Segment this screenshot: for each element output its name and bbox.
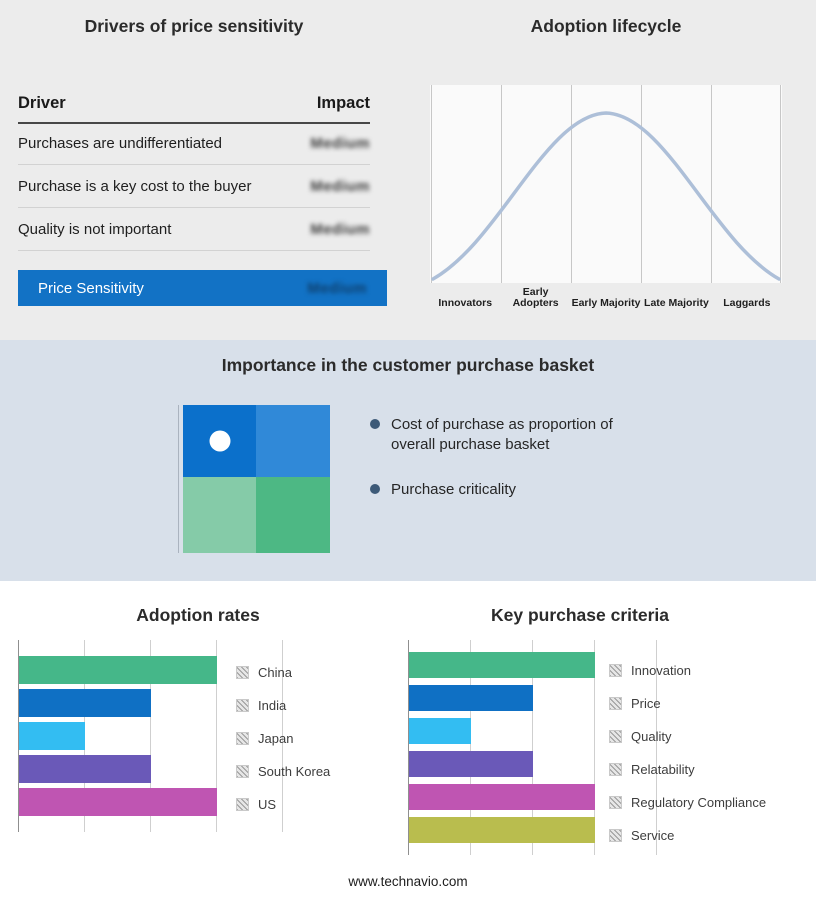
legend-swatch-icon	[609, 663, 622, 677]
stage-label-early-majority: Early Majority	[571, 297, 641, 310]
legend-label: China	[258, 664, 292, 680]
legend-item: Innovation	[609, 660, 766, 680]
bar-south-korea	[19, 755, 151, 783]
stage-label-laggards: Laggards	[723, 297, 771, 310]
legend-item: Quality	[609, 726, 766, 746]
adoption-rates-legend: China India Japan South Korea US	[236, 662, 330, 827]
column-impact: Impact	[316, 94, 370, 112]
matrix-quadrant-bottom-right	[256, 477, 330, 553]
table-row: Purchase is a key cost to the buyer Medi…	[18, 165, 370, 208]
basket-title: Importance in the customer purchase bask…	[221, 355, 595, 375]
bar-india	[19, 689, 151, 717]
bar-us	[19, 788, 217, 816]
legend-item: Service	[609, 825, 766, 845]
lifecycle-title: Adoption lifecycle	[530, 16, 682, 36]
bar-relatability	[409, 751, 533, 777]
legend-swatch-icon	[609, 795, 622, 809]
legend-label: US	[258, 796, 277, 812]
purchase-importance-matrix	[183, 405, 330, 553]
legend-label: Quality	[631, 728, 672, 744]
driver-label: Purchase is a key cost to the buyer	[18, 177, 252, 195]
legend-item: South Korea	[236, 761, 330, 781]
bullet-text: Purchase criticality	[391, 481, 517, 498]
impact-value-blurred: Medium	[310, 134, 370, 152]
legend-swatch-icon	[236, 797, 249, 811]
driver-label: Quality is not important	[18, 220, 172, 238]
bullet-item: Purchase criticality	[370, 480, 643, 500]
legend-label: India	[258, 697, 287, 713]
matrix-quadrant-top-right	[256, 405, 330, 477]
legend-label: South Korea	[258, 763, 331, 779]
legend-swatch-icon	[236, 731, 249, 745]
legend-swatch-icon	[609, 762, 622, 776]
legend-item: Price	[609, 693, 766, 713]
legend-item: China	[236, 662, 330, 682]
legend-swatch-icon	[609, 828, 622, 842]
summary-impact-blurred: Medium	[307, 279, 367, 297]
drivers-table-header: Driver Impact	[18, 94, 370, 124]
legend-label: Japan	[258, 730, 294, 746]
legend-swatch-icon	[236, 665, 249, 679]
legend-item: Relatability	[609, 759, 766, 779]
legend-swatch-icon	[236, 698, 249, 712]
column-driver: Driver	[18, 94, 66, 112]
key-purchase-criteria-title: Key purchase criteria	[490, 605, 669, 625]
matrix-quadrant-top-left	[183, 405, 256, 477]
basket-section: Importance in the customer purchase bask…	[0, 340, 816, 581]
legend-swatch-icon	[236, 764, 249, 778]
position-marker-dot	[209, 430, 230, 452]
bullet-icon	[370, 484, 380, 494]
bar-service	[409, 817, 595, 843]
drivers-table-body: Purchases are undifferentiated Medium Pu…	[18, 122, 370, 251]
basket-bullet-list: Cost of purchase as proportion of overal…	[370, 415, 643, 526]
legend-label: Innovation	[631, 662, 691, 678]
table-row: Purchases are undifferentiated Medium	[18, 122, 370, 165]
adoption-lifecycle-curve-chart	[430, 85, 782, 283]
bullet-item: Cost of purchase as proportion of overal…	[370, 415, 643, 454]
legend-item: Japan	[236, 728, 330, 748]
bullet-icon	[370, 419, 380, 429]
legend-label: Regulatory Compliance	[631, 794, 767, 810]
bullet-text: Cost of purchase as proportion of overal…	[391, 416, 613, 453]
stage-label-early-adopters: Early Adopters	[512, 285, 559, 310]
bar-quality	[409, 718, 471, 744]
legend-label: Service	[631, 827, 675, 843]
footer: www.technavio.com	[0, 874, 816, 889]
impact-value-blurred: Medium	[310, 177, 370, 195]
matrix-axis-line	[178, 405, 179, 553]
bar-price	[409, 685, 533, 711]
legend-item: Regulatory Compliance	[609, 792, 766, 812]
website-link[interactable]: www.technavio.com	[348, 874, 468, 889]
price-sensitivity-summary-bar: Price Sensitivity Medium	[18, 270, 387, 306]
stage-label-late-majority: Late Majority	[644, 297, 709, 310]
legend-label: Price	[631, 695, 661, 711]
summary-label: Price Sensitivity	[38, 279, 144, 297]
top-section: Drivers of price sensitivity Driver Impa…	[0, 0, 816, 340]
legend-label: Relatability	[631, 761, 695, 777]
bar-china	[19, 656, 217, 684]
table-row: Quality is not important Medium	[18, 208, 370, 251]
drivers-title: Drivers of price sensitivity	[84, 16, 304, 36]
stage-label-innovators: Innovators	[438, 297, 493, 310]
legend-swatch-icon	[609, 696, 622, 710]
charts-section: Adoption rates Key purchase criteria Chi…	[0, 581, 816, 902]
bar-innovation	[409, 652, 595, 678]
key-purchase-criteria-legend: Innovation Price Quality Relatability Re…	[609, 660, 766, 858]
legend-swatch-icon	[609, 729, 622, 743]
impact-value-blurred: Medium	[310, 220, 370, 238]
legend-item: India	[236, 695, 330, 715]
adoption-rates-title: Adoption rates	[136, 605, 260, 625]
lifecycle-stage-labels: Innovators Early Adopters Early Majority…	[430, 284, 782, 310]
bar-japan	[19, 722, 85, 750]
driver-label: Purchases are undifferentiated	[18, 134, 223, 152]
legend-item: US	[236, 794, 330, 814]
bar-regulatory-compliance	[409, 784, 595, 810]
matrix-quadrant-bottom-left	[183, 477, 256, 553]
